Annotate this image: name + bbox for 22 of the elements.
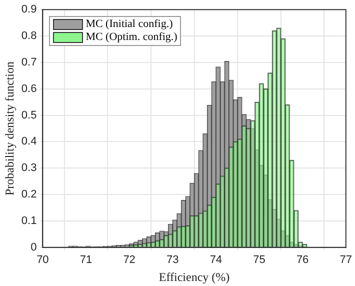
y-tick-label: 0.9 bbox=[21, 4, 37, 16]
x-tick-label: 73 bbox=[166, 254, 179, 266]
y-tick-label: 0.1 bbox=[21, 215, 37, 228]
x-tick-label: 77 bbox=[340, 254, 352, 266]
x-axis-title: Efficiency (%) bbox=[158, 270, 230, 284]
y-tick-label: 0.8 bbox=[21, 30, 37, 42]
x-tick-label: 71 bbox=[80, 254, 92, 266]
legend-label: MC (Optim. config.) bbox=[86, 30, 178, 44]
x-tick-label: 75 bbox=[253, 254, 266, 266]
y-tick-label: 0.4 bbox=[21, 136, 37, 148]
x-tick-label: 72 bbox=[123, 254, 136, 266]
y-tick-label: 0.3 bbox=[21, 162, 37, 174]
y-axis-title: Probability density function bbox=[2, 62, 16, 196]
x-tick-label: 76 bbox=[296, 254, 309, 266]
y-tick-label: 0.7 bbox=[21, 56, 37, 68]
legend-label: MC (Initial config.) bbox=[86, 18, 173, 31]
y-tick-label: 0.5 bbox=[21, 109, 37, 122]
x-tick-label: 70 bbox=[36, 254, 49, 266]
y-tick-label: 0.2 bbox=[21, 188, 37, 201]
x-tick-label: 74 bbox=[210, 254, 222, 266]
y-tick-label: 0.6 bbox=[21, 82, 37, 95]
y-tick-label: 0 bbox=[30, 241, 37, 254]
